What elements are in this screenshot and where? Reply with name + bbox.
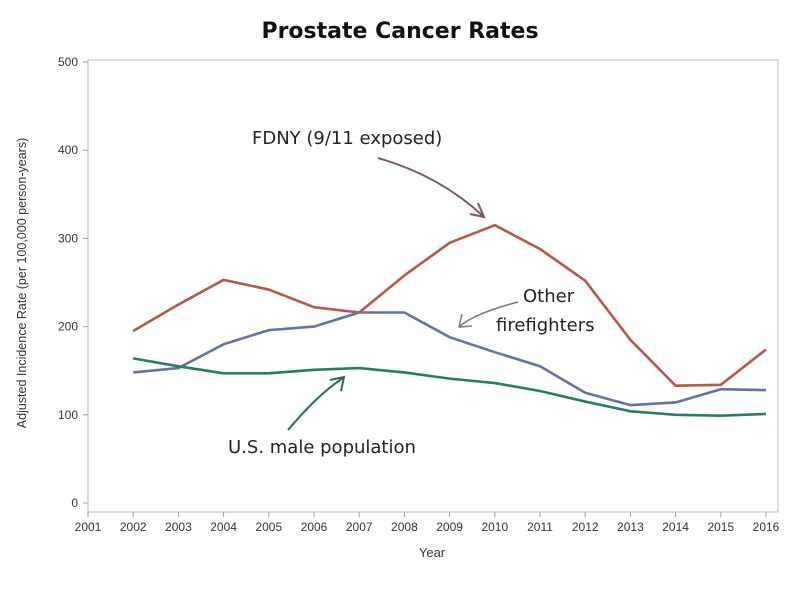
x-tick-label: 2009 [436,520,463,534]
x-tick-label: 2013 [617,520,644,534]
x-tick-label: 2007 [346,520,373,534]
x-tick-label: 2016 [753,520,780,534]
x-tick-label: 2010 [481,520,508,534]
chart-title: Prostate Cancer Rates [261,19,538,44]
annotation-other-line1: Other [523,286,575,307]
x-tick-label: 2015 [707,520,734,534]
x-tick-label: 2003 [165,520,192,534]
y-axis-label: Adjusted Incidence Rate (per 100,000 per… [15,138,29,428]
x-tick-label: 2001 [75,520,102,534]
x-tick-label: 2005 [255,520,282,534]
x-tick-label: 2012 [572,520,599,534]
x-tick-label: 2006 [301,520,328,534]
arrow-us-icon [287,375,346,431]
x-axis-label: Year [419,545,446,560]
y-tick-label: 400 [58,143,78,157]
y-tick-label: 0 [71,496,78,510]
x-tick-label: 2014 [662,520,689,534]
annotation-other-line2: firefighters [496,315,595,336]
x-tick-label: 2011 [527,520,553,534]
y-tick-label: 300 [58,231,78,245]
arrow-other-icon [458,301,519,328]
plot-frame [87,59,779,513]
series-line-1 [133,311,767,407]
series-line-0 [132,223,767,387]
series-line-2 [132,357,767,417]
x-tick-label: 2004 [210,520,237,534]
annotation-us: U.S. male population [228,437,416,458]
y-tick-label: 200 [58,320,78,334]
x-tick-label: 2008 [391,520,418,534]
x-tick-label: 2002 [120,520,147,534]
y-tick-label: 100 [58,408,78,422]
y-tick-label: 500 [58,55,78,69]
arrow-fdny-icon [377,157,486,219]
annotation-fdny: FDNY (9/11 exposed) [252,128,442,149]
